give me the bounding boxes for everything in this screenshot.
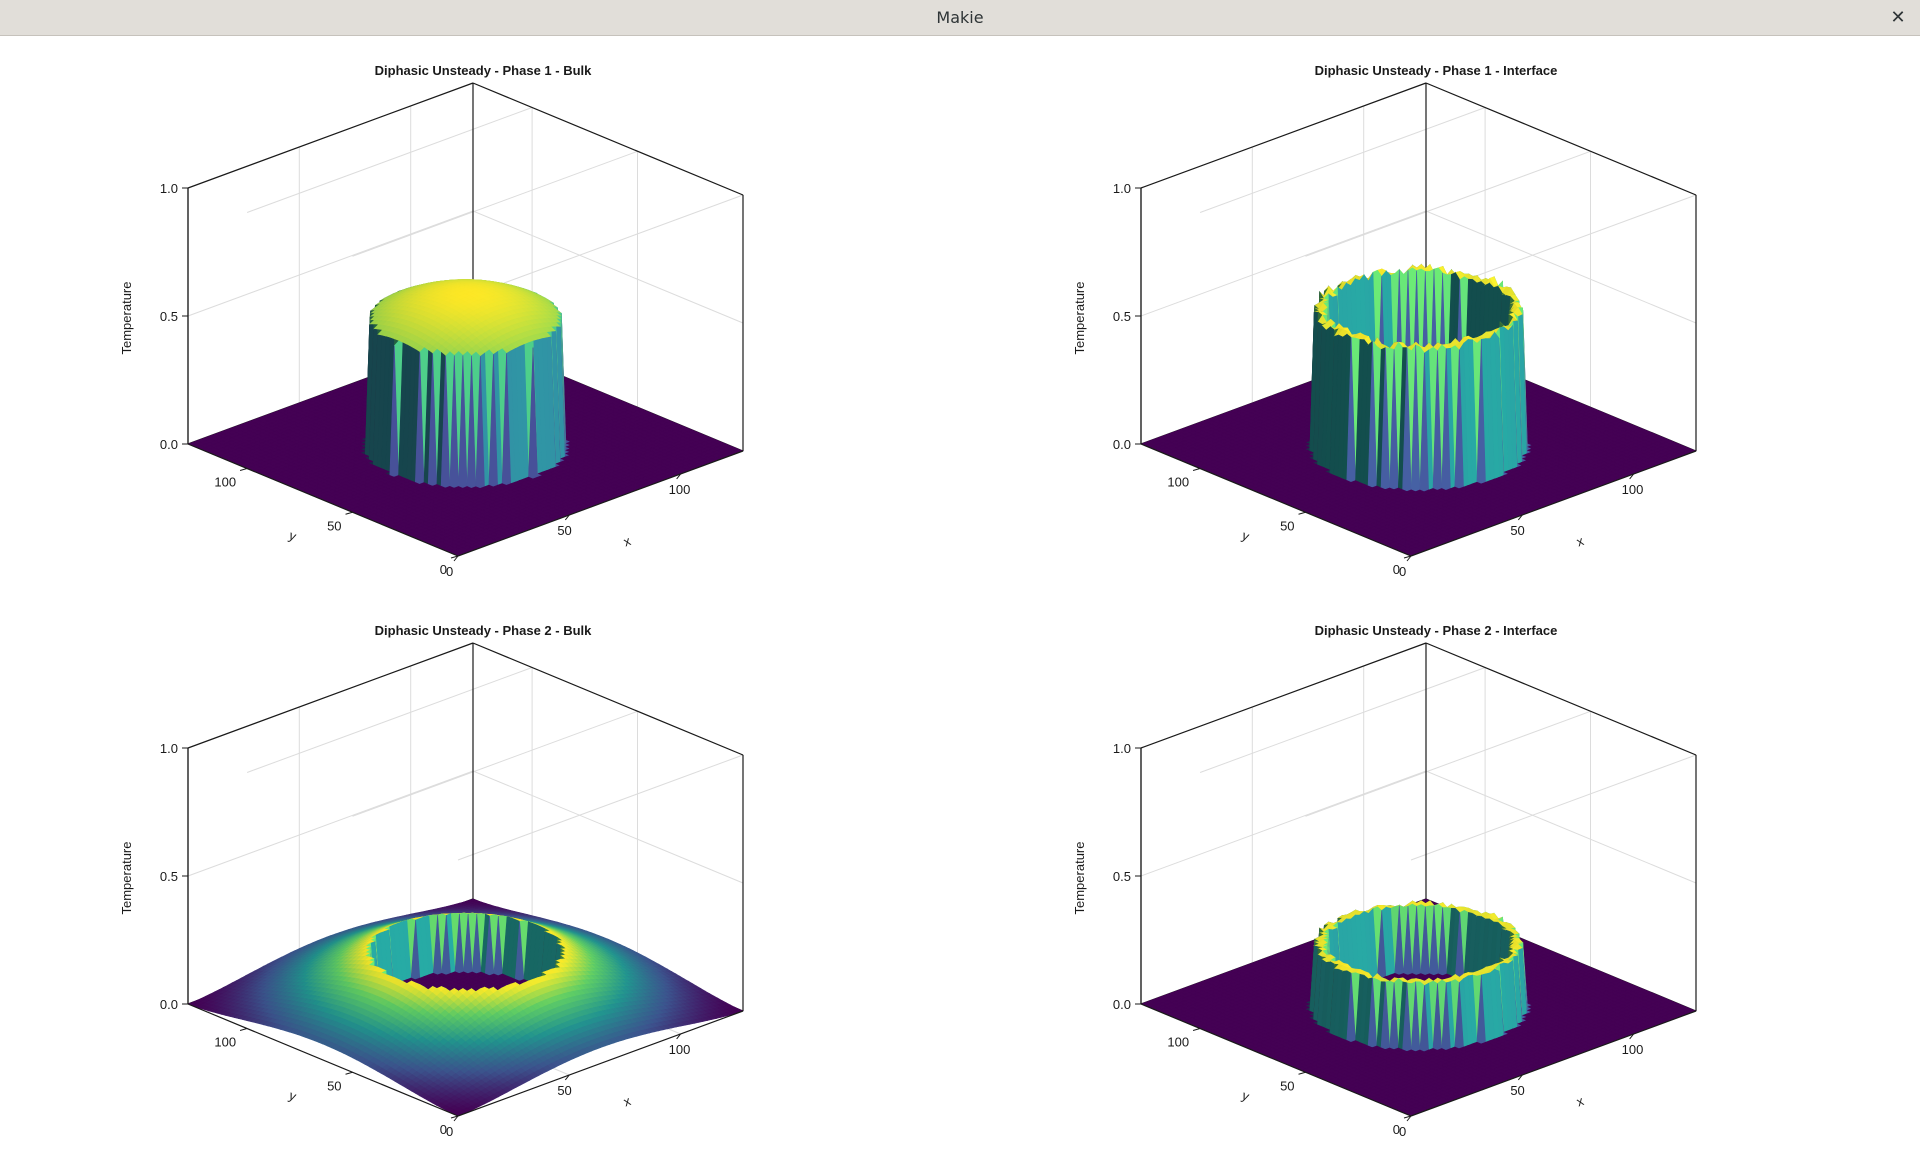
surface xyxy=(187,279,744,557)
frame-edge xyxy=(1425,82,1697,196)
subplot-2: 0501000501000.00.51.0xyTemperatureDiphas… xyxy=(1072,63,1697,579)
y-tick xyxy=(239,468,248,471)
figure-canvas: 0 50 100 0 50 100 0.0 0.5 1.0 x y Temperature Diphas… xyxy=(119,63,1697,1139)
window-title: Makie xyxy=(936,8,984,27)
z-grid-line xyxy=(1140,82,1697,196)
y-tick-label: 50 xyxy=(327,518,341,533)
surface xyxy=(1140,263,1697,557)
y-tick-label: 100 xyxy=(214,475,236,490)
y-tick-label: 0 xyxy=(440,562,447,577)
z-axis-label: Temperature xyxy=(119,282,134,355)
close-icon[interactable]: ✕ xyxy=(1890,7,1906,28)
x-tick-label: 100 xyxy=(669,482,691,497)
y-tick xyxy=(345,511,353,515)
frame-edge xyxy=(1140,82,1427,189)
frame-edge xyxy=(472,82,744,196)
x-tick-label: 0 xyxy=(446,564,453,579)
x-tick-label: 50 xyxy=(557,523,571,538)
z-tick-label: 0.5 xyxy=(160,309,178,324)
z-tick-label: 0.0 xyxy=(160,437,178,452)
z-tick-label: 1.0 xyxy=(160,181,178,196)
window-titlebar[interactable]: Makie ✕ xyxy=(0,0,1920,36)
frame-edge xyxy=(187,82,474,189)
subplot-1: 0 50 100 0 50 100 0.0 0.5 1.0 x y Temperature Diphas… xyxy=(119,63,744,579)
figure: 0 50 100 0 50 100 0.0 0.5 1.0 x y Temperature Diphas… xyxy=(0,36,1920,1168)
y-axis-label: y xyxy=(287,528,299,545)
x-axis-label: x xyxy=(621,533,633,549)
z-grid-line xyxy=(187,82,744,196)
subplot-title: Diphasic Unsteady - Phase 1 - Bulk xyxy=(375,63,593,78)
